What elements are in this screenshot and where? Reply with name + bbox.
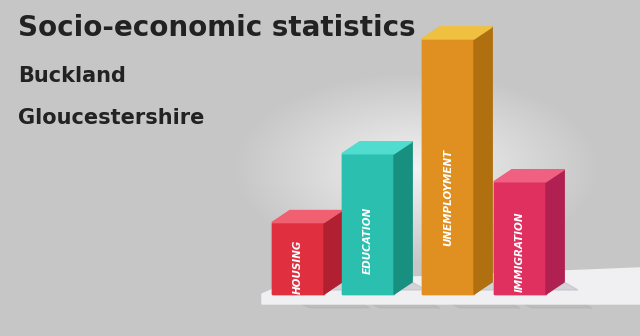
Text: Gloucestershire: Gloucestershire	[18, 108, 204, 128]
Text: UNEMPLOYMENT: UNEMPLOYMENT	[443, 149, 453, 246]
Polygon shape	[422, 39, 474, 294]
Text: IMMIGRATION: IMMIGRATION	[515, 211, 525, 292]
Text: UNEMPLOYMENT: UNEMPLOYMENT	[443, 149, 453, 246]
Polygon shape	[494, 182, 546, 294]
Polygon shape	[360, 282, 426, 290]
Text: Buckland: Buckland	[18, 66, 126, 86]
Polygon shape	[272, 222, 324, 294]
Polygon shape	[272, 222, 324, 294]
Polygon shape	[494, 170, 564, 182]
Text: EDUCATION: EDUCATION	[363, 207, 373, 274]
Polygon shape	[394, 142, 412, 294]
Polygon shape	[422, 27, 492, 39]
Polygon shape	[422, 27, 492, 39]
Text: EDUCATION: EDUCATION	[363, 207, 373, 274]
Polygon shape	[440, 282, 506, 290]
Polygon shape	[440, 298, 520, 308]
Polygon shape	[512, 282, 578, 290]
Polygon shape	[360, 298, 440, 308]
Text: HOUSING: HOUSING	[293, 240, 303, 294]
Polygon shape	[272, 211, 342, 222]
Polygon shape	[474, 27, 492, 294]
Polygon shape	[342, 154, 394, 294]
Polygon shape	[342, 142, 412, 154]
Polygon shape	[342, 154, 394, 294]
Text: IMMIGRATION: IMMIGRATION	[515, 211, 525, 292]
Polygon shape	[342, 142, 412, 154]
Polygon shape	[546, 170, 564, 294]
Polygon shape	[272, 211, 342, 222]
Polygon shape	[546, 170, 564, 294]
Polygon shape	[512, 298, 592, 308]
Polygon shape	[324, 211, 342, 294]
Polygon shape	[290, 298, 370, 308]
Polygon shape	[474, 27, 492, 294]
Polygon shape	[394, 142, 412, 294]
Polygon shape	[494, 170, 564, 182]
Text: Socio-economic statistics: Socio-economic statistics	[18, 14, 415, 42]
Polygon shape	[494, 182, 546, 294]
Polygon shape	[290, 282, 356, 290]
Text: HOUSING: HOUSING	[293, 240, 303, 294]
Polygon shape	[422, 39, 474, 294]
Polygon shape	[262, 268, 640, 304]
Polygon shape	[324, 211, 342, 294]
